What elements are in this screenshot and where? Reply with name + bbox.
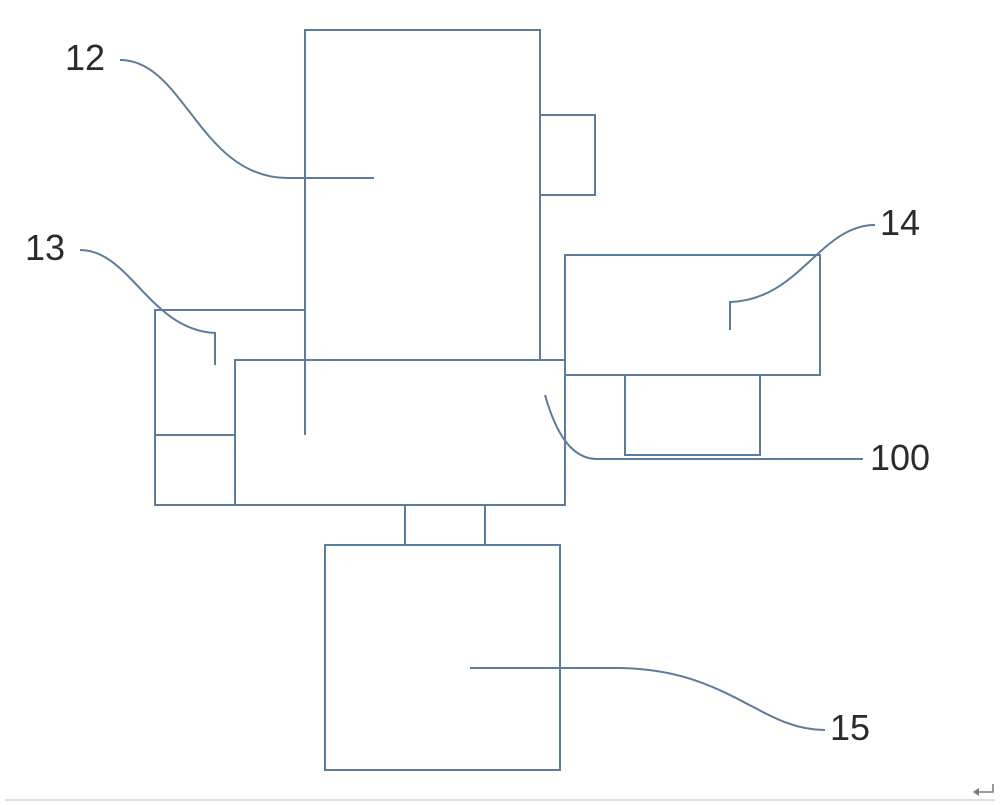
return-glyph [973, 784, 993, 796]
left-stub [155, 435, 235, 505]
top-stub [540, 115, 595, 195]
label-100: 100 [870, 437, 930, 478]
label-13: 13 [25, 227, 65, 268]
right-stub [625, 375, 760, 455]
right-block [565, 255, 820, 375]
label-12: 12 [65, 37, 105, 78]
technical-diagram: 12 13 14 100 15 [0, 0, 1000, 805]
label-15: 15 [830, 707, 870, 748]
center-body [235, 360, 565, 505]
label-14: 14 [880, 202, 920, 243]
bottom-block [325, 545, 560, 770]
top-block [305, 30, 540, 360]
